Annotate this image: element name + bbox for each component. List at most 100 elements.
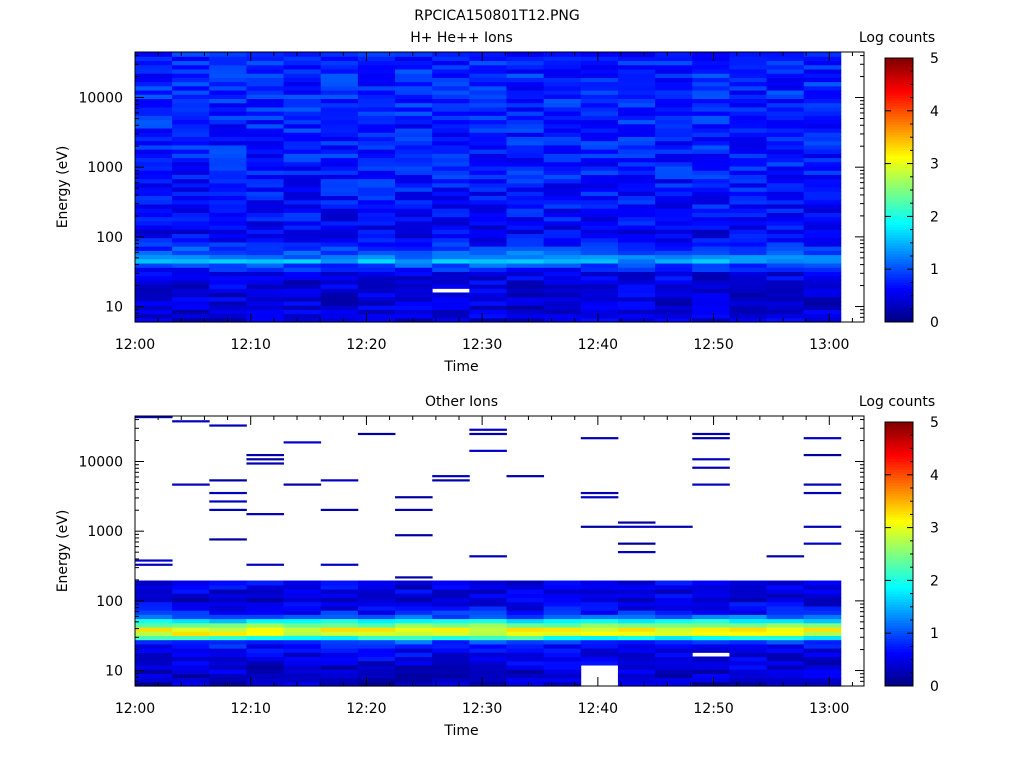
heatmap-cell bbox=[506, 64, 545, 70]
heatmap-cell bbox=[432, 220, 470, 226]
heatmap-cell bbox=[246, 639, 284, 645]
colorbar-segment bbox=[885, 654, 913, 658]
heatmap-cell bbox=[692, 305, 730, 310]
heatmap-cell bbox=[506, 639, 545, 645]
heatmap-cell bbox=[617, 73, 656, 78]
heatmap-cell bbox=[692, 216, 730, 222]
colorbar-segment bbox=[885, 219, 913, 223]
heatmap-cell bbox=[617, 208, 656, 213]
heatmap-cell bbox=[135, 149, 173, 154]
heatmap-cell bbox=[580, 208, 619, 213]
heatmap-cell bbox=[432, 614, 470, 620]
heatmap-cell bbox=[283, 182, 322, 188]
heatmap-cell bbox=[469, 601, 507, 607]
heatmap-cell bbox=[580, 89, 619, 95]
heatmap-cell bbox=[246, 149, 284, 154]
heatmap-cell bbox=[766, 106, 805, 112]
heatmap-cell bbox=[655, 626, 693, 632]
colorbar-segment bbox=[885, 155, 913, 159]
heatmap-cell bbox=[320, 119, 359, 125]
heatmap-cell bbox=[135, 119, 173, 125]
heatmap-cell bbox=[506, 669, 545, 674]
heatmap-cell bbox=[432, 258, 470, 264]
heatmap-cell bbox=[209, 119, 247, 125]
colorbar-segment bbox=[885, 287, 913, 291]
heatmap-cell bbox=[692, 275, 730, 281]
heatmap-cell bbox=[172, 98, 210, 104]
heatmap-cell bbox=[209, 479, 247, 482]
heatmap-cell bbox=[692, 483, 730, 486]
heatmap-cell bbox=[283, 258, 322, 264]
heatmap-cell bbox=[729, 132, 767, 137]
heatmap-cell bbox=[469, 267, 507, 272]
heatmap-cell bbox=[320, 195, 359, 201]
heatmap-cell bbox=[543, 246, 582, 251]
heatmap-cell bbox=[692, 140, 730, 146]
heatmap-cell bbox=[803, 605, 842, 611]
heatmap-cell bbox=[469, 208, 507, 213]
heatmap-cell bbox=[655, 127, 693, 133]
heatmap-cell bbox=[729, 106, 767, 112]
heatmap-cell bbox=[357, 317, 396, 323]
heatmap-cell bbox=[692, 136, 730, 142]
heatmap-cell bbox=[432, 241, 470, 247]
heatmap-cell bbox=[357, 275, 396, 281]
heatmap-cell bbox=[209, 191, 247, 197]
heatmap-cell bbox=[729, 233, 767, 239]
heatmap-cell bbox=[432, 132, 470, 137]
heatmap-cell bbox=[320, 149, 359, 154]
heatmap-cell bbox=[283, 309, 322, 315]
colorbar-segment bbox=[885, 527, 913, 531]
heatmap-cell bbox=[617, 68, 656, 74]
heatmap-cell bbox=[580, 271, 619, 277]
colorbar-segment bbox=[885, 81, 913, 85]
heatmap-cell bbox=[395, 275, 433, 281]
heatmap-cell bbox=[543, 639, 582, 645]
colorbar-segment bbox=[885, 675, 913, 679]
heatmap-cell bbox=[729, 279, 767, 285]
heatmap-cell bbox=[209, 626, 247, 632]
heatmap-cell bbox=[469, 98, 507, 104]
heatmap-cell bbox=[209, 538, 247, 541]
heatmap-cell bbox=[803, 52, 842, 57]
heatmap-cell bbox=[766, 220, 805, 226]
heatmap-cell bbox=[135, 60, 173, 66]
heatmap-cell bbox=[506, 677, 545, 683]
colorbar-segment bbox=[885, 464, 913, 468]
heatmap-cell bbox=[729, 182, 767, 188]
heatmap-cell bbox=[320, 157, 359, 163]
heatmap-cell bbox=[506, 212, 545, 218]
heatmap-cell bbox=[655, 584, 693, 590]
heatmap-cell bbox=[209, 127, 247, 133]
colorbar-segment bbox=[885, 427, 913, 431]
heatmap-cell bbox=[283, 305, 322, 310]
heatmap-cell bbox=[692, 233, 730, 239]
heatmap-cell bbox=[135, 102, 173, 108]
heatmap-cell bbox=[506, 199, 545, 205]
heatmap-cell bbox=[543, 216, 582, 222]
heatmap-cell bbox=[543, 588, 582, 594]
heatmap-cell bbox=[543, 593, 582, 599]
heatmap-cell bbox=[469, 85, 507, 91]
heatmap-cell bbox=[135, 111, 173, 116]
heatmap-cell bbox=[766, 161, 805, 167]
heatmap-cell bbox=[469, 165, 507, 171]
heatmap-cell bbox=[320, 593, 359, 599]
heatmap-cell bbox=[172, 81, 210, 87]
heatmap-cell bbox=[617, 229, 656, 235]
heatmap-cell bbox=[803, 220, 842, 226]
heatmap-cell bbox=[692, 237, 730, 243]
heatmap-cell bbox=[580, 656, 619, 662]
heatmap-cell bbox=[209, 313, 247, 319]
colorbar-segment bbox=[885, 203, 913, 207]
colorbar-tick-label: 2 bbox=[930, 573, 939, 589]
heatmap-cell bbox=[580, 296, 619, 302]
heatmap-cell bbox=[803, 56, 842, 62]
heatmap-cell bbox=[209, 182, 247, 188]
heatmap-cell bbox=[580, 618, 619, 624]
heatmap-cell bbox=[766, 81, 805, 87]
heatmap-cell bbox=[692, 106, 730, 112]
heatmap-cell bbox=[320, 144, 359, 150]
heatmap-cell bbox=[135, 187, 173, 192]
heatmap-cell bbox=[395, 127, 433, 133]
